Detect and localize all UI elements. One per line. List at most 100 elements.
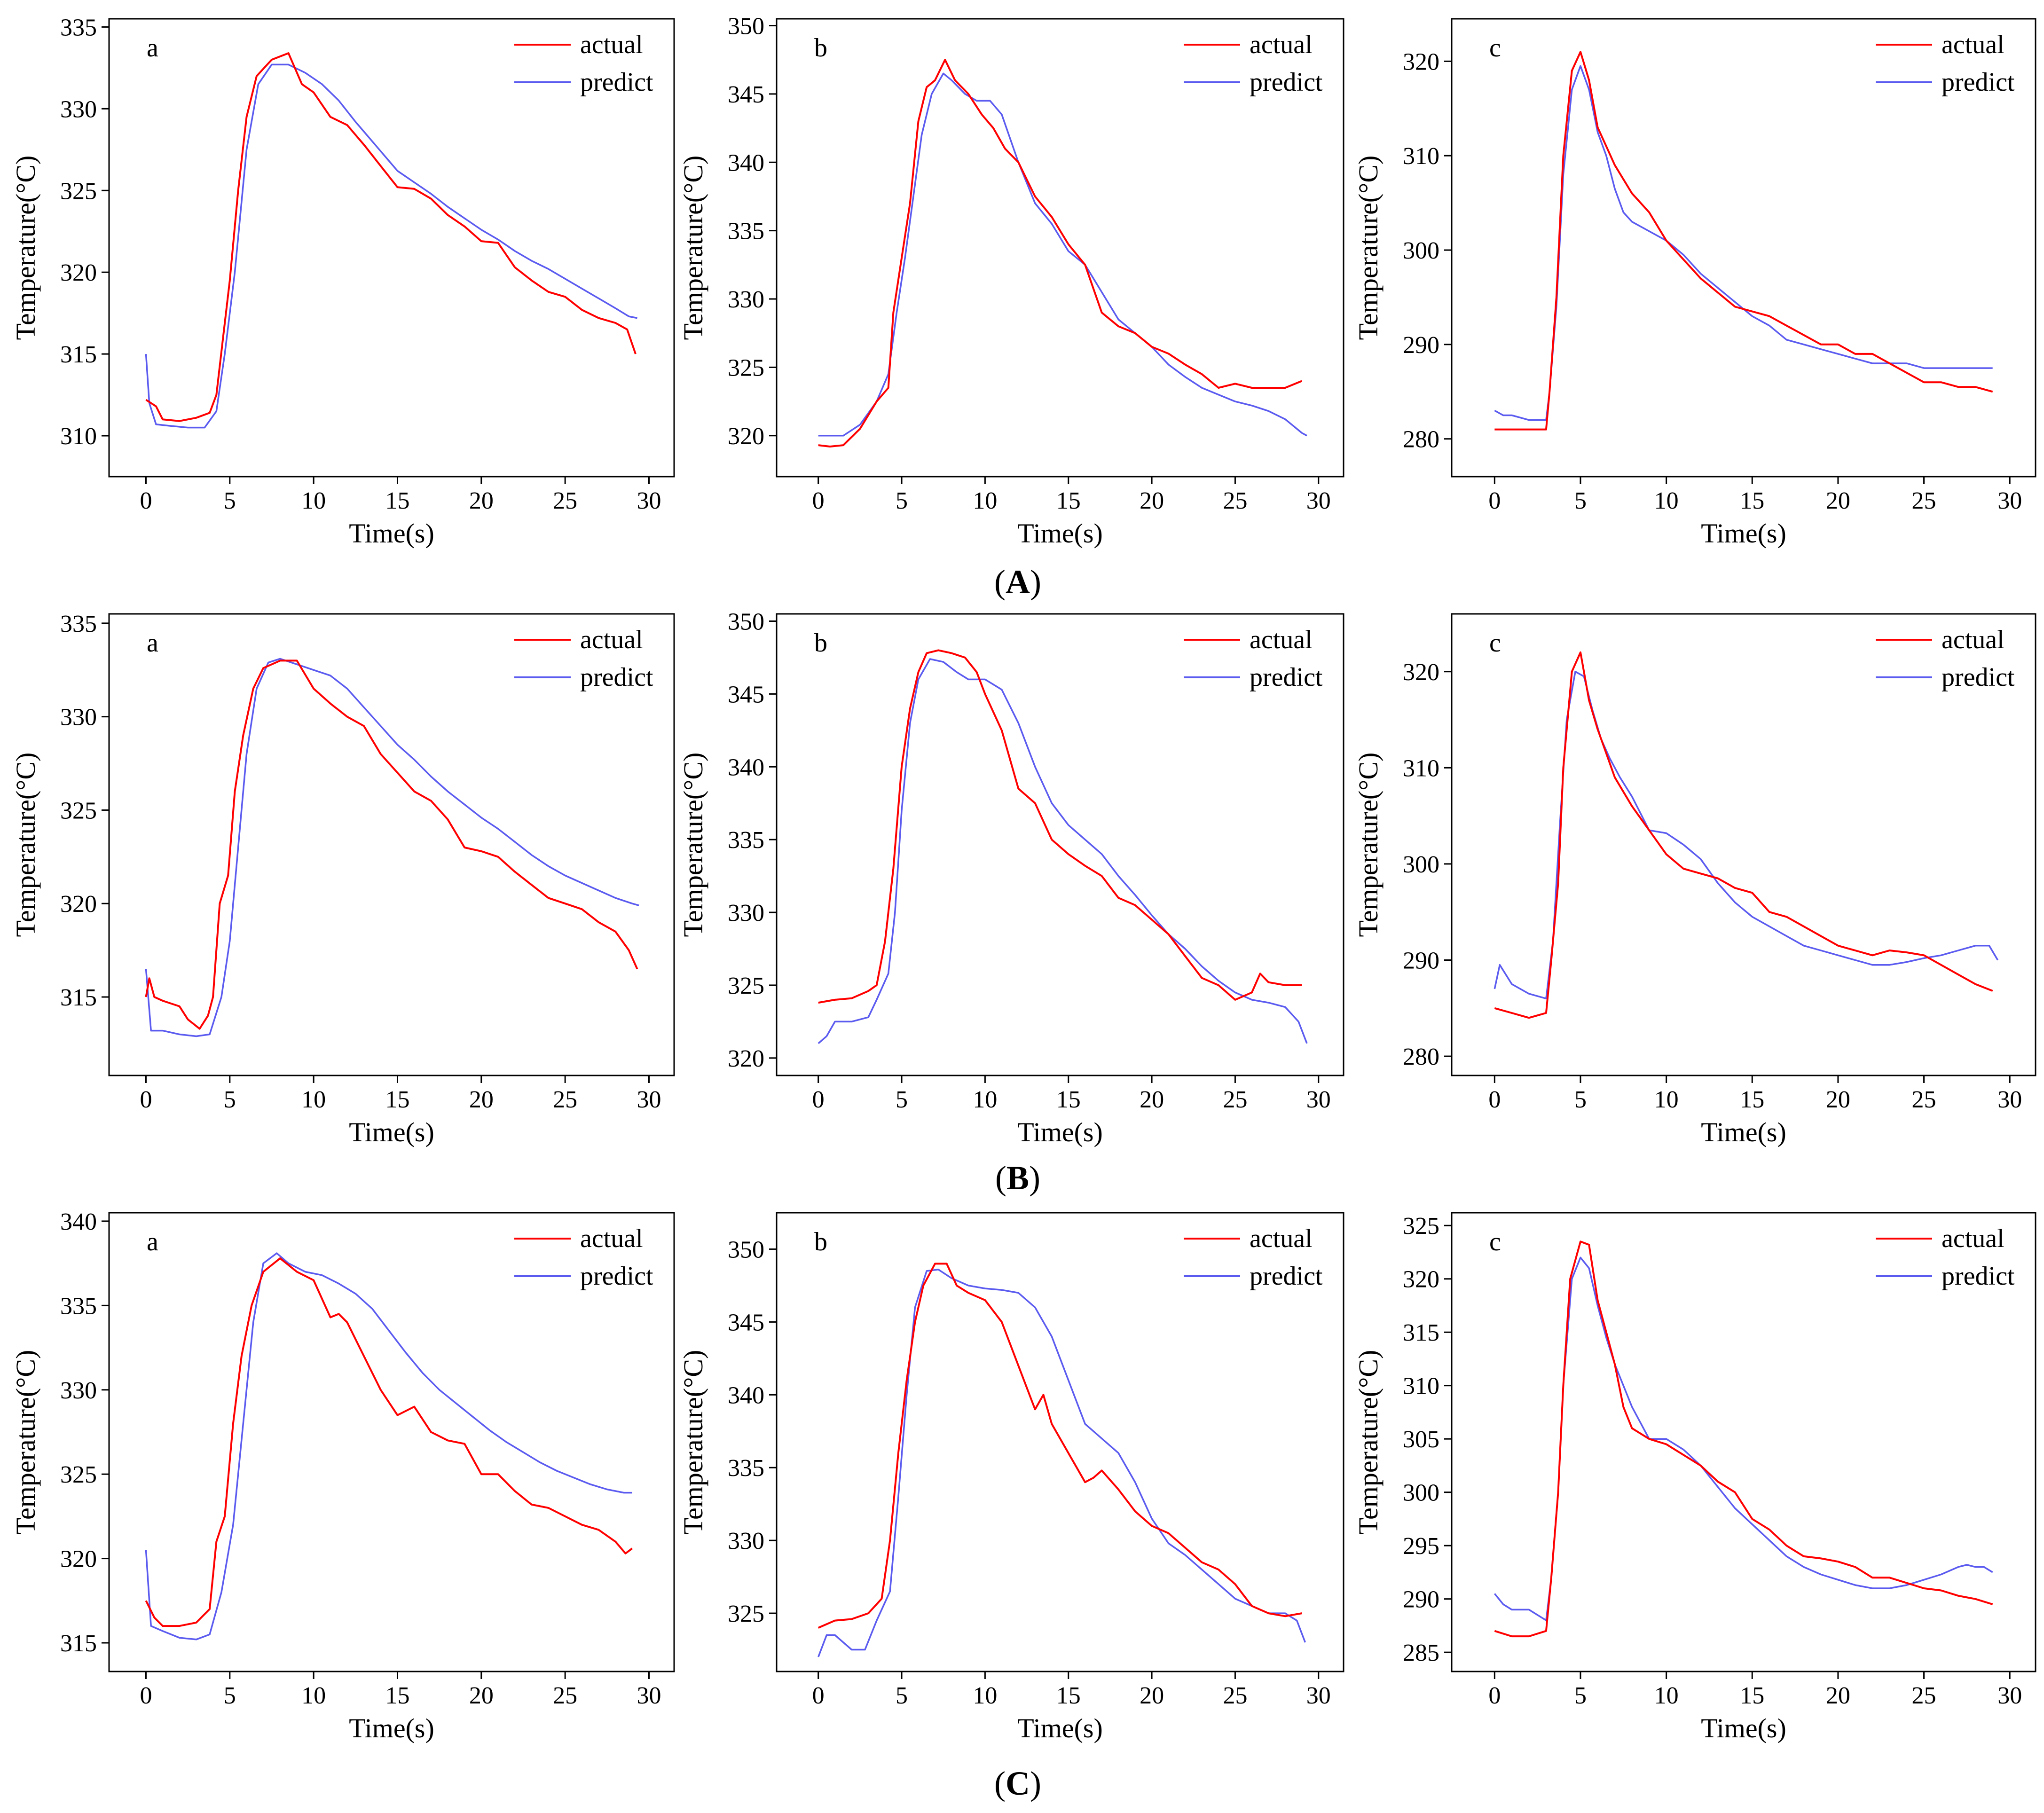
x-tick-label-C-a-25: 25 [553,1682,577,1709]
x-tick-label-C-c-10: 10 [1654,1682,1679,1709]
x-tick-label-C-b-20: 20 [1140,1682,1164,1709]
x-tick-label-B-b-15: 15 [1056,1086,1081,1113]
y-tick-label-A-c-320: 320 [1403,48,1439,75]
legend-label-C-a-actual: actual [580,1224,643,1253]
y-tick-label-B-b-325: 325 [728,973,764,999]
plot-frame-B-b [776,613,1344,1076]
y-axis-label-B-c: Temperature(°C) [1353,753,1384,937]
x-tick-label-C-c-30: 30 [1997,1682,2022,1709]
chart-A-c: 0 5 10 15 20 25 30 280 290 300 310 320 Time(s) Temper… [1353,18,2036,549]
y-axis-label-B-b: Temperature(°C) [678,753,708,937]
y-axis-label-C-a: Temperature(°C) [10,1350,41,1535]
y-tick-label-A-a-320: 320 [60,259,97,286]
y-tick-label-C-a-320: 320 [60,1546,97,1573]
chart-C-b: 0 5 10 15 20 25 30 325 330 335 340 345 350 Time(s) Tem… [678,1212,1344,1743]
x-tick-label-A-a-5: 5 [224,487,236,514]
y-tick-label-A-b-330: 330 [728,286,764,313]
x-tick-label-A-b-10: 10 [973,487,997,514]
panel-letter-B-b: b [814,628,827,658]
row-label-B: (B) [995,1159,1040,1197]
y-tick-label-C-a-330: 330 [60,1377,97,1404]
x-tick-label-C-a-5: 5 [224,1682,236,1709]
y-tick-label-C-a-325: 325 [60,1461,97,1488]
plot-frame-A-b [776,18,1344,478]
legend-label-B-a-actual: actual [580,625,643,654]
x-axis-label-B-c: Time(s) [1701,1117,1786,1147]
y-axis-label-C-b: Temperature(°C) [678,1350,708,1535]
series-line-C-b-predict [818,1269,1306,1657]
legend-label-A-a-actual: actual [580,30,643,59]
y-tick-label-A-a-335: 335 [60,14,97,41]
x-tick-label-C-c-0: 0 [1488,1682,1501,1709]
x-tick-label-A-b-15: 15 [1056,487,1081,514]
x-tick-label-A-a-25: 25 [553,487,577,514]
y-tick-label-A-c-280: 280 [1403,426,1439,453]
x-tick-label-A-b-5: 5 [896,487,908,514]
x-axis-label-A-a: Time(s) [349,518,434,549]
x-tick-label-B-b-0: 0 [812,1086,825,1113]
y-tick-label-A-c-310: 310 [1403,143,1439,170]
y-tick-label-A-a-310: 310 [60,423,97,450]
plot-frame-B-a [108,613,675,1076]
x-tick-label-C-c-15: 15 [1740,1682,1764,1709]
legend-label-C-c-actual: actual [1942,1224,2005,1253]
x-tick-label-C-a-0: 0 [140,1682,152,1709]
y-tick-label-A-b-335: 335 [728,218,764,245]
y-tick-label-C-c-305: 305 [1403,1426,1439,1453]
x-tick-label-B-a-20: 20 [469,1086,494,1113]
y-tick-label-B-a-320: 320 [60,891,97,918]
x-tick-label-B-a-15: 15 [385,1086,409,1113]
y-axis-label-B-a: Temperature(°C) [10,753,41,937]
x-tick-label-C-b-10: 10 [973,1682,997,1709]
x-tick-label-B-c-30: 30 [1997,1086,2022,1113]
x-axis-label-C-b: Time(s) [1017,1713,1103,1743]
panels-layer: 0 5 10 15 20 25 30 310 315 320 325 330 335 Time(s) Tem… [10,13,2036,1743]
series-line-C-a-actual [145,1257,633,1627]
x-axis-label-B-a: Time(s) [349,1117,434,1147]
y-tick-label-C-c-325: 325 [1403,1213,1439,1240]
y-tick-label-C-b-330: 330 [728,1528,764,1554]
x-tick-label-A-a-30: 30 [637,487,661,514]
panel-letter-A-c: c [1489,33,1501,63]
series-line-A-c-actual [1494,51,1993,431]
legend-label-B-c-actual: actual [1942,625,2005,654]
y-tick-label-A-b-340: 340 [728,149,764,176]
x-tick-label-B-a-5: 5 [224,1086,236,1113]
x-tick-label-B-a-10: 10 [301,1086,326,1113]
x-tick-label-A-c-0: 0 [1488,487,1501,514]
x-tick-label-B-a-30: 30 [637,1086,661,1113]
x-tick-label-A-b-20: 20 [1140,487,1164,514]
y-tick-label-B-c-300: 300 [1403,851,1439,878]
x-tick-label-B-c-25: 25 [1912,1086,1936,1113]
series-line-A-a-predict [145,63,637,429]
y-tick-label-B-b-320: 320 [728,1045,764,1072]
x-tick-label-B-c-15: 15 [1740,1086,1764,1113]
y-tick-label-C-b-345: 345 [728,1309,764,1336]
series-line-B-c-actual [1494,651,1993,1019]
chart-A-a: 0 5 10 15 20 25 30 310 315 320 325 330 335 Time(s) Tem… [10,14,675,549]
y-tick-label-C-c-315: 315 [1403,1319,1439,1346]
x-tick-label-B-a-25: 25 [553,1086,577,1113]
x-tick-label-C-b-25: 25 [1223,1682,1247,1709]
row-label-C: (C) [994,1765,1041,1802]
x-tick-label-A-c-20: 20 [1826,487,1850,514]
x-tick-label-C-b-15: 15 [1056,1682,1081,1709]
x-tick-label-C-b-0: 0 [812,1682,825,1709]
x-tick-label-C-c-20: 20 [1826,1682,1850,1709]
y-tick-label-A-b-320: 320 [728,423,764,450]
plot-frame-B-c [1451,613,2036,1076]
series-line-C-a-predict [145,1252,632,1640]
x-axis-label-A-c: Time(s) [1701,518,1786,549]
legend-label-A-c-predict: predict [1942,68,2015,97]
series-line-B-a-actual [145,659,638,1030]
x-tick-label-C-c-5: 5 [1574,1682,1587,1709]
chart-B-a: 0 5 10 15 20 25 30 315 320 325 330 335 Time(s) Temper… [10,611,675,1147]
series-line-A-b-actual [818,59,1303,447]
x-tick-label-C-b-5: 5 [896,1682,908,1709]
y-axis-label-C-c: Temperature(°C) [1353,1350,1384,1535]
y-tick-label-B-a-325: 325 [60,797,97,824]
legend-label-B-b-predict: predict [1250,663,1323,692]
plot-frame-C-b [776,1212,1344,1672]
y-tick-label-A-c-290: 290 [1403,332,1439,359]
